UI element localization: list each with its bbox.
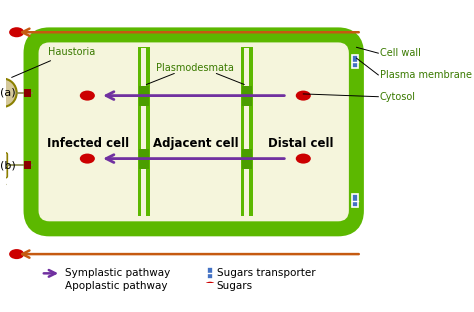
Ellipse shape [204, 282, 216, 290]
Ellipse shape [9, 27, 24, 37]
Bar [352, 55, 358, 68]
Bar [139, 149, 149, 169]
Bar [24, 161, 27, 169]
Bar [138, 47, 150, 217]
Bar [139, 85, 149, 106]
Bar [24, 89, 27, 97]
FancyBboxPatch shape [33, 37, 355, 227]
FancyBboxPatch shape [0, 153, 8, 178]
Text: Sugars: Sugars [217, 281, 253, 291]
Text: Sugars transporter: Sugars transporter [217, 268, 315, 278]
Text: Plasmodesmata: Plasmodesmata [156, 63, 234, 73]
Bar [27, 89, 31, 97]
Bar [352, 194, 358, 207]
FancyBboxPatch shape [38, 42, 349, 221]
Ellipse shape [80, 90, 95, 101]
Circle shape [0, 79, 17, 107]
Text: Adjacent cell: Adjacent cell [153, 137, 238, 150]
Bar [245, 48, 249, 216]
Ellipse shape [9, 249, 24, 259]
Text: Symplastic pathway: Symplastic pathway [65, 268, 171, 278]
Bar [207, 267, 213, 279]
Ellipse shape [80, 154, 95, 163]
Ellipse shape [296, 154, 311, 163]
Ellipse shape [296, 90, 311, 101]
Text: (b): (b) [0, 160, 16, 170]
Bar [242, 149, 252, 169]
Text: Plasma membrane: Plasma membrane [380, 70, 472, 80]
Text: Cytosol: Cytosol [380, 92, 416, 102]
Text: Haustoria: Haustoria [12, 47, 95, 77]
Text: Apoplastic pathway: Apoplastic pathway [65, 281, 168, 291]
Bar [27, 161, 31, 169]
Bar [141, 48, 146, 216]
Bar [242, 85, 252, 106]
Text: Distal cell: Distal cell [268, 137, 334, 150]
Bar [241, 47, 253, 217]
Text: Cell wall: Cell wall [380, 48, 421, 58]
Text: Infected cell: Infected cell [47, 137, 129, 150]
Text: (a): (a) [0, 88, 16, 98]
